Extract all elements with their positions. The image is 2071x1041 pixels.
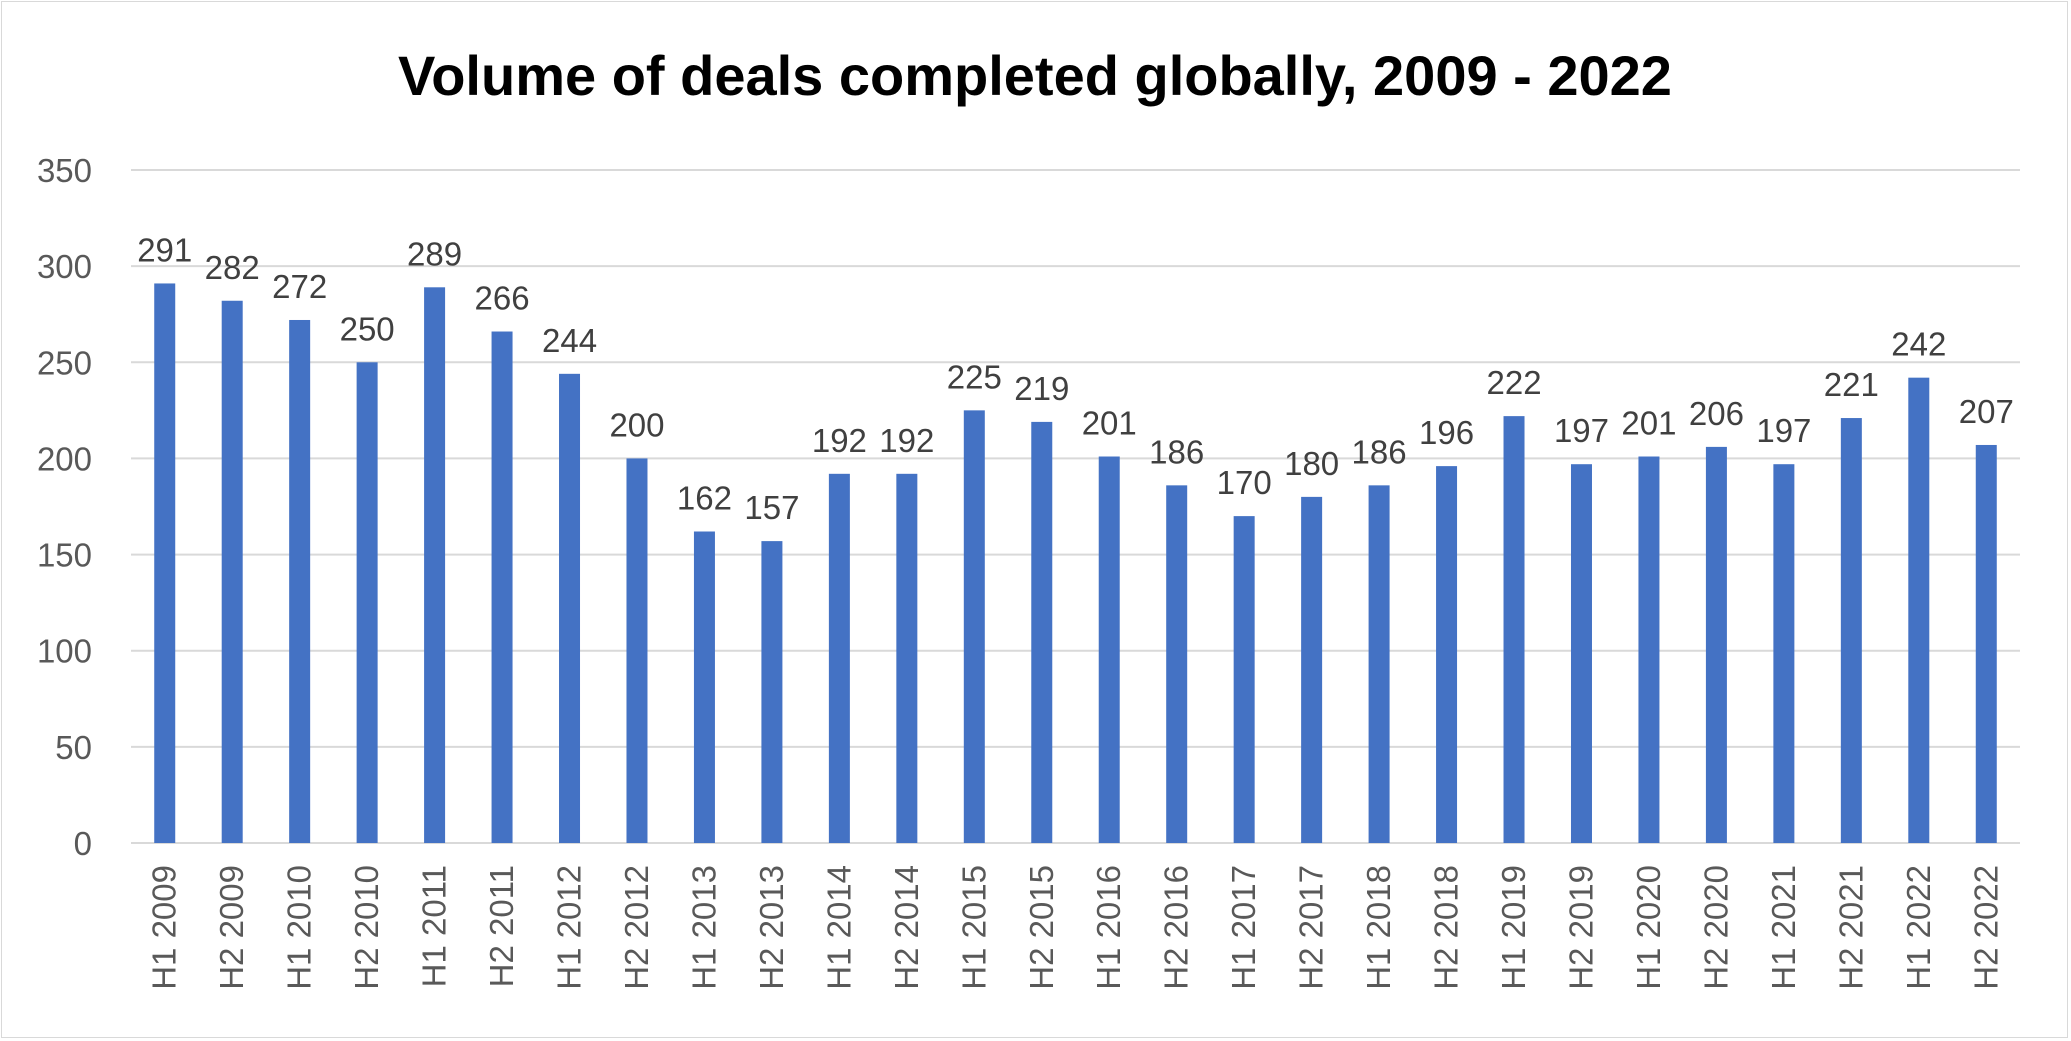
data-label: 157 [744,489,799,526]
x-tick-label: H1 2018 [1360,865,1397,990]
x-tick-label: H1 2022 [1900,865,1937,990]
x-axis-ticks: H1 2009 H2 2009 H1 2010 H2 2010 H1 2011 H2 20… [146,865,2005,990]
data-label: 201 [1082,405,1137,442]
data-label: 197 [1756,412,1811,449]
x-tick-label: H2 2019 [1562,865,1599,990]
data-label: 244 [542,322,597,359]
x-tick-label: H2 2016 [1158,865,1195,990]
x-tick-label: H2 2014 [888,865,925,990]
bar [896,473,918,843]
bar [963,410,985,843]
data-label: 242 [1891,326,1946,363]
chart-title: Volume of deals completed globally, 2009… [398,44,1672,107]
x-tick-label: H2 2020 [1697,865,1734,990]
data-label: 219 [1014,370,1069,407]
bar [1503,416,1525,843]
data-label: 170 [1217,464,1272,501]
x-tick-label: H1 2021 [1765,865,1802,990]
y-tick-label: 200 [37,440,92,477]
data-label: 201 [1621,405,1676,442]
bars [154,283,1997,843]
x-tick-label: H1 2019 [1495,865,1532,990]
x-tick-label: H1 2009 [146,865,183,990]
data-label: 289 [407,235,462,272]
x-tick-label: H2 2015 [1023,865,1060,990]
bar [1705,446,1727,843]
y-tick-label: 150 [37,537,92,574]
bar [1233,516,1255,843]
x-tick-label: H2 2013 [753,865,790,990]
bar [1570,464,1592,843]
x-tick-label: H1 2017 [1225,865,1262,990]
bar [1436,466,1458,843]
data-label: 222 [1486,364,1541,401]
x-tick-label: H2 2010 [348,865,385,990]
x-tick-label: H1 2016 [1090,865,1127,990]
data-label: 186 [1149,433,1204,470]
data-label: 206 [1689,395,1744,432]
data-label: 186 [1352,433,1407,470]
bar [1301,496,1323,843]
bar [356,362,378,843]
x-tick-label: H1 2011 [416,865,453,987]
bar [761,541,783,843]
data-label: 266 [475,280,530,317]
bar [1773,464,1795,843]
data-labels: 291 282 272 250 289 266 244 200 162 157 192 192 225 2… [137,231,2014,526]
bar [1166,485,1188,843]
bar [626,458,648,843]
x-tick-label: H1 2012 [551,865,588,990]
bar [1368,485,1390,843]
bar [1840,418,1862,843]
bar [1638,456,1660,843]
bar [1031,421,1053,843]
data-label: 207 [1959,393,2014,430]
x-tick-label: H2 2018 [1428,865,1465,990]
x-tick-label: H1 2013 [685,865,722,990]
x-tick-label: H2 2009 [213,865,250,990]
gridlines [131,169,2020,844]
bar [1975,444,1997,843]
bar [289,319,311,843]
bar [424,287,446,843]
bar [221,300,243,843]
x-tick-label: H2 2017 [1293,865,1330,990]
y-tick-label: 0 [74,825,92,862]
data-label: 291 [137,231,192,268]
bar [693,531,715,843]
x-tick-label: H2 2011 [483,865,520,987]
data-label: 192 [812,422,867,459]
y-tick-label: 50 [55,729,92,766]
bar [828,473,850,843]
data-label: 272 [272,268,327,305]
bar [491,331,513,843]
data-label: 225 [947,358,1002,395]
x-tick-label: H2 2022 [1967,865,2004,990]
bar [154,283,176,843]
bar [1908,377,1930,843]
data-label: 192 [879,422,934,459]
data-label: 162 [677,479,732,516]
y-tick-label: 350 [37,152,92,189]
bar [559,373,581,843]
data-label: 250 [340,310,395,347]
y-tick-label: 250 [37,344,92,381]
x-tick-label: H1 2015 [955,865,992,990]
bar [1098,456,1120,843]
y-tick-label: 300 [37,248,92,285]
data-label: 197 [1554,412,1609,449]
data-label: 200 [609,406,664,443]
x-tick-label: H2 2021 [1832,865,1869,990]
data-label: 282 [205,249,260,286]
y-axis-ticks: 0 50 100 150 200 250 300 350 [37,152,92,862]
x-tick-label: H1 2014 [820,865,857,990]
x-tick-label: H1 2020 [1630,865,1667,990]
x-tick-label: H2 2012 [618,865,655,990]
x-tick-label: H1 2010 [281,865,318,990]
data-label: 221 [1824,366,1879,403]
data-label: 196 [1419,414,1474,451]
y-tick-label: 100 [37,633,92,670]
data-label: 180 [1284,445,1339,482]
